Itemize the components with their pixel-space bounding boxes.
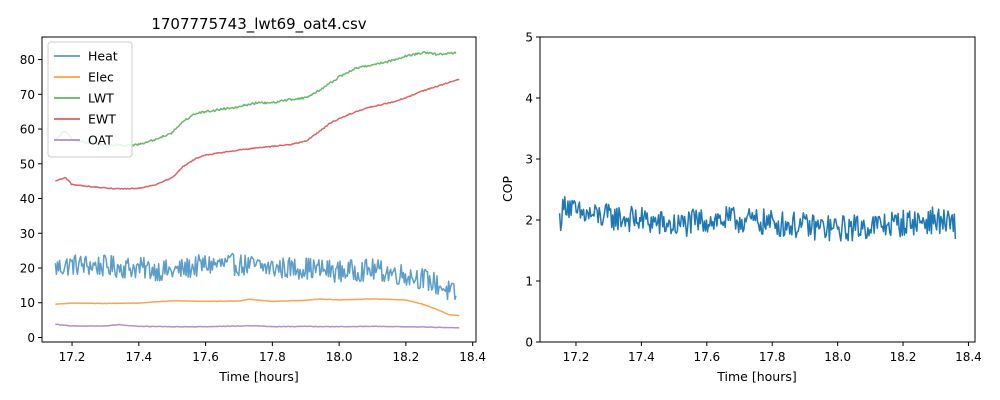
left-chart: 1707775743_lwt69_oat4.csv 17.2 17.4 17.6 17… — [20, 15, 486, 384]
left-x-ticks: 17.2 17.4 17.6 17.8 18.0 18.2 18.4 — [59, 342, 486, 364]
x-tick-label: 17.6 — [192, 350, 219, 364]
x-tick-label: 17.8 — [759, 350, 786, 364]
right-chart: 17.2 17.4 17.6 17.8 18.0 18.2 18.4 0 1 2 3 4 5 Time… — [500, 31, 982, 385]
right-series-group — [558, 195, 957, 242]
series-line-oat — [55, 323, 460, 329]
x-tick-label: 17.2 — [563, 350, 590, 364]
series-line-cop — [558, 195, 957, 242]
x-tick-label: 17.2 — [59, 350, 86, 364]
right-plot-frame — [539, 36, 976, 343]
left-legend: Heat Elec LWT EWT OAT — [47, 41, 133, 158]
y-tick-label: 2 — [525, 214, 533, 228]
y-tick-label: 70 — [20, 88, 35, 102]
right-y-axis-label: COP — [500, 175, 515, 202]
y-tick-label: 0 — [27, 331, 35, 345]
y-tick-label: 40 — [20, 192, 35, 206]
legend-label-ewt: EWT — [88, 112, 116, 127]
legend-label-elec: Elec — [88, 70, 114, 85]
right-x-ticks: 17.2 17.4 17.6 17.8 18.0 18.2 18.4 — [563, 342, 982, 364]
legend-label-heat: Heat — [88, 49, 118, 64]
y-tick-label: 50 — [20, 157, 35, 171]
legend-label-oat: OAT — [88, 133, 113, 148]
y-tick-label: 80 — [20, 53, 35, 67]
series-line-elec — [55, 298, 460, 317]
legend-box — [47, 41, 133, 158]
series-line-ewt — [55, 78, 460, 190]
y-tick-label: 20 — [20, 262, 35, 276]
x-tick-label: 18.0 — [326, 350, 353, 364]
y-tick-label: 1 — [525, 275, 533, 289]
right-y-ticks: 0 1 2 3 4 5 — [525, 31, 540, 350]
y-tick-label: 0 — [525, 336, 533, 350]
x-tick-label: 18.4 — [459, 350, 486, 364]
left-chart-title: 1707775743_lwt69_oat4.csv — [151, 15, 366, 34]
x-tick-label: 17.4 — [628, 350, 655, 364]
left-y-ticks: 0 10 20 30 40 50 60 70 80 — [20, 53, 42, 345]
x-tick-label: 17.8 — [259, 350, 286, 364]
legend-label-lwt: LWT — [88, 91, 114, 106]
y-tick-label: 4 — [525, 92, 533, 106]
y-tick-label: 10 — [20, 296, 35, 310]
y-tick-label: 30 — [20, 227, 35, 241]
x-tick-label: 18.2 — [890, 350, 917, 364]
x-tick-label: 18.2 — [393, 350, 420, 364]
x-tick-label: 18.0 — [824, 350, 851, 364]
y-tick-label: 5 — [525, 31, 533, 45]
y-tick-label: 60 — [20, 123, 35, 137]
x-tick-label: 18.4 — [955, 350, 982, 364]
right-x-axis-label: Time [hours] — [716, 369, 796, 384]
left-plot-frame — [41, 36, 477, 343]
series-line-heat — [54, 252, 457, 301]
y-tick-label: 3 — [525, 153, 533, 167]
x-tick-label: 17.6 — [693, 350, 720, 364]
x-tick-label: 17.4 — [125, 350, 152, 364]
left-x-axis-label: Time [hours] — [218, 369, 298, 384]
